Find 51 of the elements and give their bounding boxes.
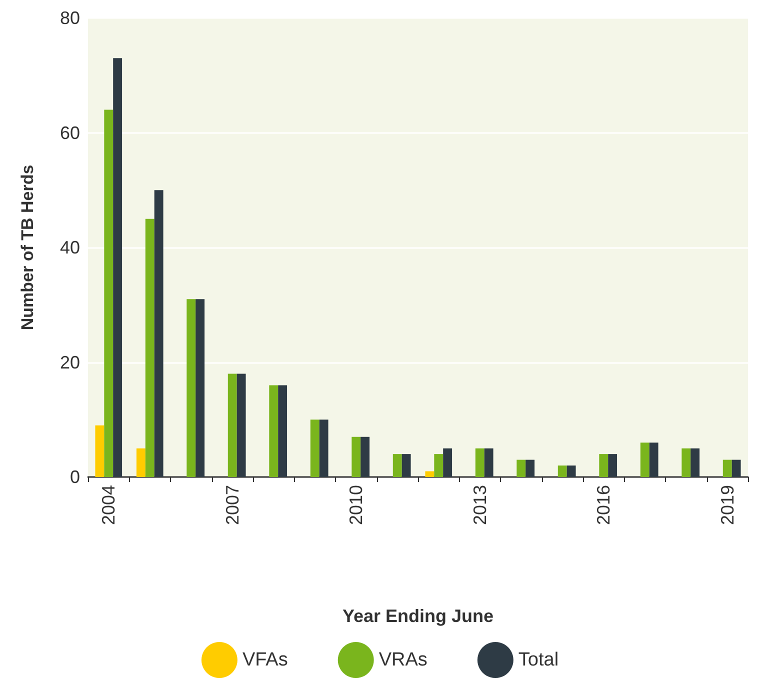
bar: [732, 460, 741, 477]
bar: [566, 466, 576, 477]
bar: [608, 454, 618, 477]
legend-label: Total: [518, 650, 559, 670]
x-axis-title: Year Ending June: [342, 606, 494, 626]
y-tick-label: 20: [60, 352, 80, 372]
y-tick-label: 0: [70, 467, 80, 487]
bar: [104, 110, 114, 477]
bar: [360, 436, 370, 477]
bar: [310, 420, 320, 477]
legend-label: VRAs: [378, 650, 428, 670]
bar: [352, 436, 361, 477]
bar: [278, 385, 288, 477]
bar: [599, 454, 608, 477]
bar: [640, 442, 650, 477]
x-tick-label: 2007: [222, 485, 242, 526]
bar: [392, 454, 402, 477]
bar: [113, 58, 122, 477]
bar: [269, 385, 278, 477]
bar: [516, 460, 526, 477]
x-tick-label: 2016: [594, 485, 614, 526]
bar: [425, 471, 434, 477]
bar: [95, 425, 104, 477]
bar: [196, 299, 205, 477]
bar: [690, 448, 700, 477]
x-tick-label: 2004: [98, 485, 119, 526]
bar: [475, 448, 484, 477]
bar: [236, 374, 246, 477]
bar: [402, 454, 411, 477]
legend-label: VFAs: [242, 650, 288, 670]
bar: [228, 374, 237, 477]
bar: [526, 460, 535, 477]
bar: [682, 448, 691, 477]
bar: [558, 466, 567, 477]
bar: [136, 448, 146, 477]
bar: [319, 420, 328, 477]
bar: [186, 299, 196, 477]
y-axis-title: Number of TB Herds: [18, 164, 37, 330]
x-tick-label: 2010: [346, 485, 366, 526]
y-tick-label: 60: [60, 122, 80, 143]
bar: [649, 442, 658, 477]
bar: [434, 454, 444, 477]
bar: [484, 448, 494, 477]
x-tick-label: 2013: [470, 485, 490, 526]
bar: [722, 460, 732, 477]
x-tick-label: 2019: [717, 485, 738, 526]
y-tick-label: 40: [60, 238, 80, 258]
y-tick-label: 80: [60, 8, 80, 28]
bar: [443, 448, 452, 477]
bar: [154, 190, 164, 477]
bar: [145, 218, 154, 477]
